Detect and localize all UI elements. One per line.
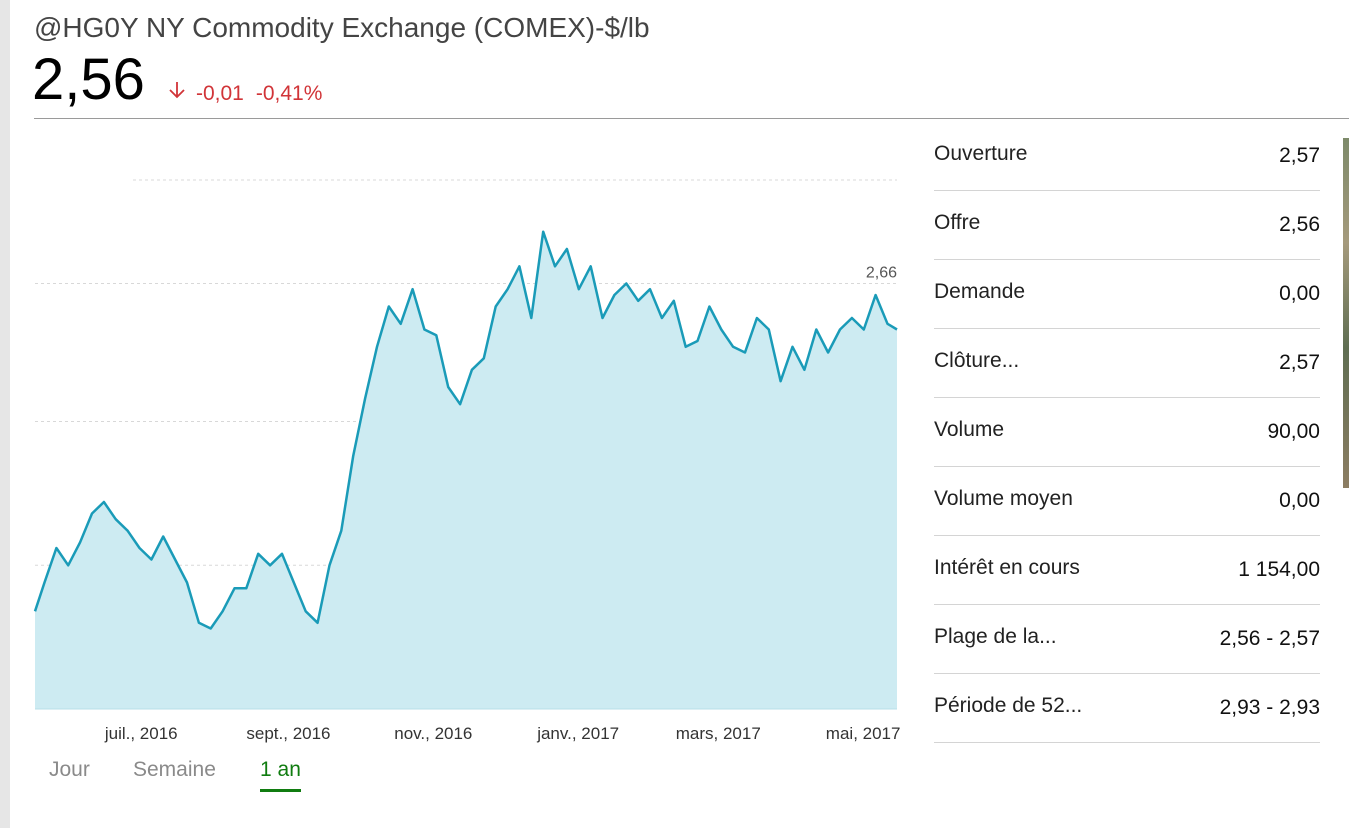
stat-row: Plage de la... 2,56 - 2,57 — [934, 605, 1320, 674]
stat-label: Intérêt en cours — [934, 556, 1080, 579]
stat-label: Plage de la... — [934, 625, 1057, 648]
stat-value: 0,00 — [1279, 282, 1320, 305]
stat-value: 2,56 — [1279, 213, 1320, 236]
stat-label: Volume moyen — [934, 487, 1073, 510]
stat-value: 2,57 — [1279, 351, 1320, 374]
x-tick-label: janv., 2017 — [536, 724, 619, 743]
stat-label: Ouverture — [934, 142, 1028, 165]
stat-row: Ouverture 2,57 — [934, 122, 1320, 191]
stat-value: 2,56 - 2,57 — [1219, 627, 1320, 650]
change-percent: -0,41% — [255, 82, 323, 105]
stat-row: Offre 2,56 — [934, 191, 1320, 260]
stat-value: 0,00 — [1279, 489, 1320, 512]
stat-label: Volume — [934, 418, 1005, 441]
header-divider — [34, 118, 1349, 119]
price-area — [35, 231, 897, 709]
arrow-down-icon — [168, 80, 186, 106]
stat-row: Volume moyen 0,00 — [934, 467, 1320, 536]
stat-row: Volume 90,00 — [934, 398, 1320, 467]
tab-semaine[interactable]: Semaine — [133, 758, 216, 781]
x-tick-label: juil., 2016 — [104, 724, 178, 743]
price-change: -0,01 -0,41% — [168, 80, 322, 106]
background-image-thumbnail — [1343, 138, 1349, 488]
stat-value: 2,57 — [1279, 144, 1320, 167]
left-edge-strip — [0, 0, 10, 828]
tab-jour[interactable]: Jour — [49, 758, 90, 781]
stat-value: 90,00 — [1267, 420, 1320, 443]
current-price: 2,56 — [32, 47, 145, 112]
stat-label: Clôture... — [934, 349, 1020, 372]
stat-label: Offre — [934, 211, 981, 234]
change-value: -0,01 — [196, 82, 244, 105]
stat-row: Demande 0,00 — [934, 260, 1320, 329]
stat-row: Intérêt en cours 1 154,00 — [934, 536, 1320, 605]
x-tick-label: mars, 2017 — [676, 724, 761, 743]
stat-value: 2,93 - 2,93 — [1219, 696, 1320, 719]
x-tick-label: sept., 2016 — [246, 724, 330, 743]
price-line — [33, 230, 898, 630]
y-tick-label: 2,66 — [866, 265, 897, 282]
stats-table: Ouverture 2,57 Offre 2,56 Demande 0,00 Clôt… — [934, 122, 1320, 743]
stat-label: Période de 52... — [934, 694, 1083, 717]
x-tick-label: nov., 2016 — [394, 724, 472, 743]
stat-value: 1 154,00 — [1238, 558, 1320, 581]
tab-1-an[interactable]: 1 an — [260, 758, 301, 792]
stat-row: Clôture... 2,57 — [934, 329, 1320, 398]
stat-label: Demande — [934, 280, 1026, 303]
stat-row: Période de 52... 2,93 - 2,93 — [934, 674, 1320, 743]
page-title: @HG0Y NY Commodity Exchange (COMEX)-$/lb — [34, 12, 650, 43]
x-tick-label: mai, 2017 — [826, 724, 901, 743]
